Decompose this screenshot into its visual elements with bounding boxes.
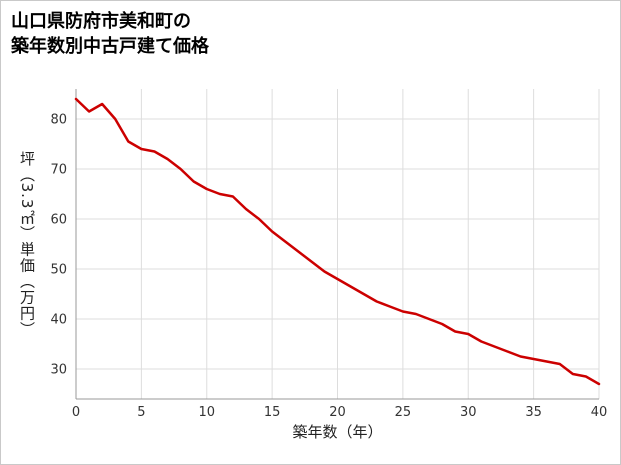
y-tick-label: 50 <box>50 263 67 278</box>
x-tick-label: 35 <box>525 405 542 420</box>
x-tick-label: 15 <box>264 405 281 420</box>
chart-title: 山口県防府市美和町の 築年数別中古戸建て価格 <box>11 9 209 59</box>
x-tick-label: 30 <box>460 405 477 420</box>
x-tick-label: 5 <box>137 405 145 420</box>
price-line <box>74 97 601 386</box>
y-tick-label: 70 <box>50 163 67 178</box>
y-tick-label: 60 <box>50 213 67 228</box>
chart-title-line1: 山口県防府市美和町の <box>11 11 191 32</box>
x-axis-label: 築年数（年） <box>292 423 383 441</box>
x-tick-label: 0 <box>72 405 80 420</box>
x-tick-label: 40 <box>591 405 608 420</box>
chart-title-line2: 築年数別中古戸建て価格 <box>11 36 209 57</box>
y-tick-label: 40 <box>50 313 67 328</box>
x-tick-label: 25 <box>395 405 412 420</box>
x-tick-label: 20 <box>329 405 346 420</box>
y-axis-label: 坪（3.3㎡）単価（万円） <box>18 150 36 338</box>
y-tick-label: 30 <box>50 363 67 378</box>
y-tick-label: 80 <box>50 113 67 128</box>
x-tick-label: 10 <box>198 405 215 420</box>
